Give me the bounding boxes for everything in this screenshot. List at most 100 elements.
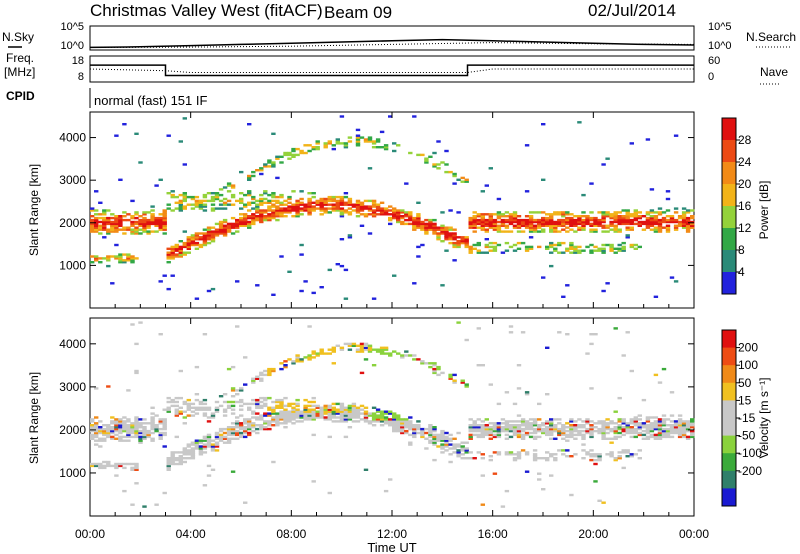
range-cell [392, 422, 397, 425]
range-cell [102, 222, 107, 226]
range-cell [186, 398, 191, 402]
range-cell [206, 474, 212, 477]
range-cell [404, 422, 409, 425]
range-cell [685, 424, 691, 427]
range-cell [472, 220, 477, 224]
range-cell [561, 211, 566, 214]
range-cell [593, 422, 598, 425]
range-cell [420, 243, 425, 247]
range-cell [142, 216, 147, 220]
range-cell [263, 218, 268, 222]
range-cell [645, 222, 651, 226]
range-cell [609, 420, 614, 423]
range-cell [106, 424, 111, 427]
range-cell [532, 220, 538, 224]
range-cell [468, 427, 473, 431]
range-cell [339, 203, 345, 206]
range-cell [355, 142, 361, 145]
range-cell [239, 398, 244, 402]
range-cell [512, 458, 518, 462]
range-cell [323, 142, 328, 145]
range-cell [412, 224, 417, 227]
range-cell [339, 209, 345, 212]
range-cell [452, 437, 457, 440]
range-cell [685, 437, 691, 440]
range-cell [323, 144, 328, 147]
range-cell [158, 216, 163, 220]
range-cell [367, 344, 373, 347]
range-cell [355, 128, 361, 132]
range-cell [303, 205, 308, 208]
range-cell [452, 241, 457, 245]
range-cell [214, 449, 220, 452]
range-cell [601, 220, 606, 224]
range-cell [255, 203, 260, 206]
range-cell [653, 222, 659, 226]
range-cell [263, 215, 268, 218]
range-cell [577, 121, 582, 124]
range-cell [541, 123, 546, 126]
range-cell [114, 474, 119, 477]
range-cell [198, 447, 204, 450]
range-cell [94, 226, 99, 229]
range-cell [408, 433, 413, 437]
range-cell [605, 224, 610, 227]
range-cell [166, 460, 171, 464]
range-cell [371, 209, 377, 212]
range-cell [621, 427, 626, 431]
range-cell [690, 220, 695, 224]
range-cell [355, 199, 361, 203]
range-cell [396, 422, 401, 425]
range-cell [480, 364, 485, 367]
range-cell [371, 215, 377, 218]
range-cell [452, 373, 457, 377]
range-cell [496, 427, 502, 431]
range-cell [186, 247, 191, 250]
range-cell [561, 449, 566, 452]
range-cell [621, 466, 626, 470]
range-cell [440, 439, 445, 442]
range-cell [549, 455, 554, 458]
range-cell [275, 176, 280, 180]
range-cell [677, 424, 683, 427]
range-cell [359, 209, 365, 212]
range-cell [182, 451, 187, 454]
range-cell [347, 404, 353, 408]
range-cell [371, 418, 377, 421]
range-cell [299, 410, 304, 413]
range-cell [283, 365, 288, 369]
range-cell [472, 247, 477, 250]
range-cell [218, 220, 224, 224]
range-cell [625, 215, 630, 218]
range-cell [613, 220, 618, 224]
range-cell [363, 346, 369, 349]
range-cell [339, 197, 345, 201]
range-cell [347, 410, 353, 413]
range-cell [166, 400, 171, 404]
range-cell [243, 216, 248, 220]
range-cell [339, 406, 345, 409]
range-cell [235, 400, 240, 404]
range-cell [516, 215, 522, 218]
range-cell [194, 441, 200, 444]
range-cell [178, 245, 183, 249]
colorbar-tick-label: 100 [738, 358, 758, 372]
range-cell [589, 243, 594, 247]
range-cell [287, 402, 292, 406]
range-cell [569, 435, 574, 439]
nsky-ytick-right-top: 10^5 [708, 21, 732, 33]
range-cell [561, 224, 566, 227]
range-cell [315, 412, 320, 415]
range-cell [130, 230, 135, 233]
range-cell [617, 228, 622, 231]
range-cell [311, 410, 316, 413]
range-cell [267, 406, 272, 409]
range-cell [150, 406, 155, 409]
range-cell [363, 205, 369, 208]
range-cell [291, 215, 296, 218]
x-tick-label: 00:00 [679, 527, 709, 541]
range-cell [150, 418, 155, 421]
range-cell [516, 364, 522, 367]
range-cell [392, 424, 397, 427]
range-cell [420, 226, 425, 229]
